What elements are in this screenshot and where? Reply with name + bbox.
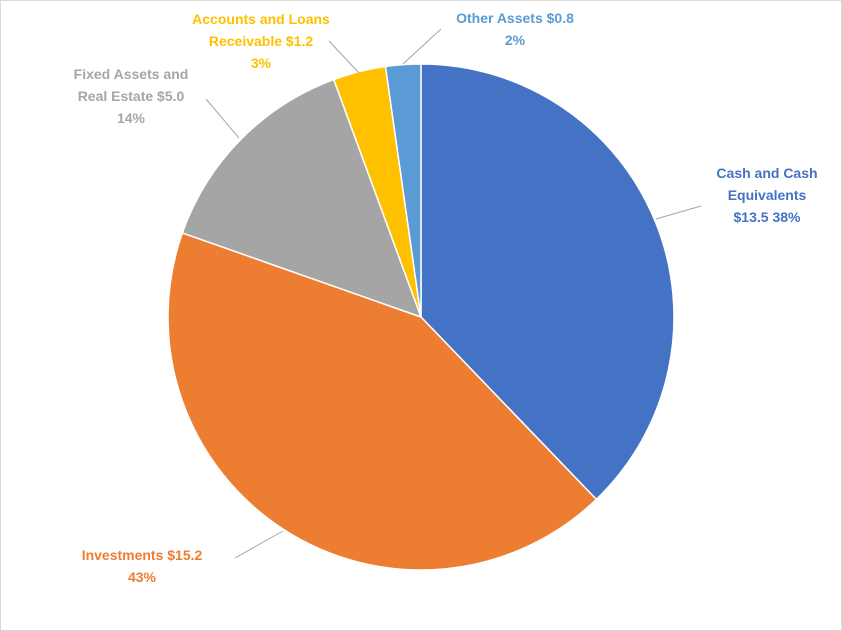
leader-line-cash <box>655 205 702 220</box>
pie-slice-cash <box>420 63 675 501</box>
leader-line-investments <box>234 530 284 559</box>
leader-lines <box>205 28 702 559</box>
data-label-line: Equivalents <box>728 187 807 203</box>
data-label-line: Cash and Cash <box>716 165 817 181</box>
data-label-line: Receivable $1.2 <box>209 33 314 49</box>
data-label-line: 43% <box>128 569 157 585</box>
data-label-line: Real Estate $5.0 <box>78 88 185 104</box>
data-label-other: Other Assets $0.8 2% <box>456 10 574 48</box>
data-label-fixed: Fixed Assets and Real Estate $5.0 14% <box>74 66 189 126</box>
data-label-line: $13.5 38% <box>734 209 801 225</box>
data-labels: Cash and Cash Equivalents $13.5 38% Investm… <box>74 10 818 585</box>
data-label-line: 14% <box>117 110 146 126</box>
data-label-investments: Investments $15.2 43% <box>82 547 203 585</box>
data-label-line: Accounts and Loans <box>192 11 330 27</box>
data-label-line: 2% <box>505 32 526 48</box>
data-label-receivable: Accounts and Loans Receivable $1.2 3% <box>192 11 330 71</box>
data-label-line: Other Assets $0.8 <box>456 10 574 26</box>
pie-slice-investments <box>167 231 598 571</box>
leader-line-fixed <box>205 98 240 139</box>
data-label-line: Fixed Assets and <box>74 66 189 82</box>
leader-line-receivable <box>328 40 360 74</box>
data-label-line: 3% <box>251 55 272 71</box>
leader-line-other <box>402 28 442 65</box>
data-label-cash: Cash and Cash Equivalents $13.5 38% <box>716 165 817 225</box>
pie-slice-fixed <box>181 78 423 319</box>
data-label-line: Investments $15.2 <box>82 547 203 563</box>
pie-slices <box>167 63 675 571</box>
pie-slice-other <box>384 63 422 318</box>
